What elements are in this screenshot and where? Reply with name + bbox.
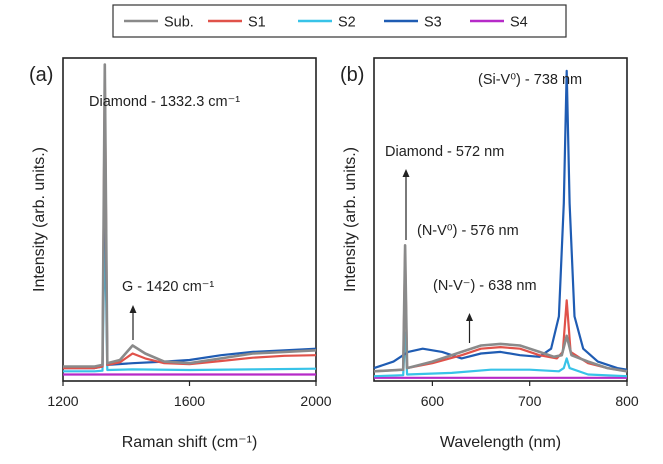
series-s1-panel-a — [63, 73, 317, 370]
series-sub-panel-a — [63, 63, 317, 368]
annotation-siv0: (Si-V⁰) - 738 nm — [478, 72, 582, 88]
annotation-g-band: G - 1420 cm⁻¹ — [122, 279, 214, 295]
panel-a-label: (a) — [29, 64, 53, 86]
panel-a-ylabel: Intensity (arb. units.) — [31, 147, 48, 292]
panel-b-xtick-600: 600 — [421, 393, 445, 409]
annotation-diamond-raman: Diamond - 1332.3 cm⁻¹ — [89, 94, 240, 110]
arrow-g-band — [129, 305, 137, 340]
legend-label-s4: S4 — [510, 15, 528, 31]
legend-label-s2: S2 — [338, 15, 356, 31]
panel-a-xtick-1600: 1600 — [174, 393, 205, 409]
panel-b-xlabel: Wavelength (nm) — [440, 434, 561, 451]
panel-b-label: (b) — [340, 64, 364, 86]
series-s3-panel-b — [373, 69, 628, 371]
arrow-nv-minus — [466, 313, 473, 343]
panel-a-xtick-2000: 2000 — [300, 393, 331, 409]
series-s2-panel-b — [373, 331, 628, 378]
annotation-nv-minus: (N-V⁻) - 638 nm — [433, 278, 537, 294]
series-s3-panel-a — [63, 137, 317, 370]
annotation-nv0: (N-V⁰) - 576 nm — [417, 223, 519, 239]
panel-b-frame — [373, 57, 628, 382]
panel-a-xlabel: Raman shift (cm⁻¹) — [122, 434, 258, 451]
panel-b: (b) 600 700 800 Wavelength (nm) Intensit… — [340, 57, 639, 451]
legend-label-s1: S1 — [248, 15, 266, 31]
panel-a-xtick-1200: 1200 — [47, 393, 78, 409]
panel-b-xtick-700: 700 — [518, 393, 542, 409]
arrow-diamond-pl — [402, 169, 410, 240]
panel-b-xtick-800: 800 — [615, 393, 639, 409]
legend: Sub. S1 S2 S3 S4 — [112, 4, 567, 38]
panel-b-ylabel: Intensity (arb. units.) — [342, 147, 359, 292]
legend-label-sub: Sub. — [164, 15, 194, 31]
panel-a: (a) 1200 1600 2000 Raman shift (cm⁻¹) In… — [29, 57, 332, 451]
annotation-diamond-pl: Diamond - 572 nm — [385, 144, 504, 160]
legend-label-s3: S3 — [424, 15, 442, 31]
series-sub-panel-b — [373, 244, 628, 373]
series-s2-panel-a — [63, 218, 317, 373]
